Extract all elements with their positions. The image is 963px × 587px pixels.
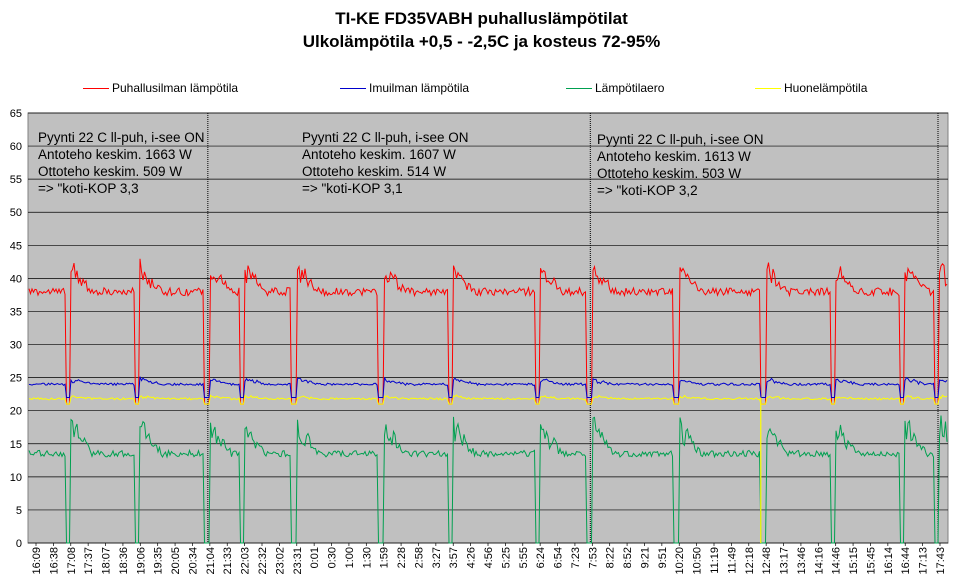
x-tick-29: 6:24	[535, 547, 547, 568]
x-tick-24: 3:57	[448, 547, 460, 568]
x-tick-18: 1:00	[344, 547, 356, 568]
x-tick-36: 9:51	[657, 547, 669, 568]
annotation-2-line-3: => "koti-KOP 3,2	[597, 183, 698, 198]
x-tick-45: 14:16	[813, 547, 825, 575]
x-tick-25: 4:26	[466, 547, 478, 568]
legend-swatch-0	[83, 87, 109, 89]
plot-background	[27, 112, 949, 544]
annotation-0-line-0: Pyynti 22 C ll-puh, i-see ON	[38, 130, 205, 145]
x-tick-23: 3:27	[431, 547, 443, 568]
x-tick-49: 16:14	[883, 547, 895, 575]
x-tick-14: 23:02	[274, 547, 286, 575]
y-tick-11: 55	[10, 174, 22, 186]
legend-item-1: Imuilman lämpötila	[340, 81, 469, 95]
y-tick-12: 60	[10, 141, 22, 153]
x-tick-52: 17:43	[935, 547, 947, 575]
y-tick-13: 65	[10, 108, 22, 120]
y-tick-6: 30	[10, 340, 22, 352]
y-tick-4: 20	[10, 406, 22, 418]
annotation-1-line-1: Antoteho keskim. 1607 W	[302, 147, 456, 162]
x-tick-7: 19:35	[153, 547, 165, 575]
annotation-2-line-2: Ottoteho keskim. 503 W	[597, 166, 741, 181]
x-tick-44: 13:46	[796, 547, 808, 575]
x-tick-6: 19:06	[135, 547, 147, 575]
x-tick-27: 5:25	[500, 547, 512, 568]
annotation-2-line-1: Antoteho keskim. 1613 W	[597, 149, 751, 164]
x-tick-3: 17:37	[83, 547, 95, 575]
x-tick-10: 21:04	[205, 547, 217, 575]
x-tick-39: 11:19	[709, 547, 721, 574]
x-tick-33: 8:22	[605, 547, 617, 568]
legend-label-2: Lämpötilaero	[595, 81, 665, 95]
x-tick-30: 6:54	[553, 547, 565, 568]
x-tick-5: 18:36	[118, 547, 130, 575]
annotation-1-line-2: Ottoteho keskim. 514 W	[302, 164, 446, 179]
x-tick-38: 10:50	[692, 547, 704, 575]
annotation-0-line-2: Ottoteho keskim. 509 W	[38, 164, 182, 179]
x-tick-46: 14:46	[831, 547, 843, 575]
x-tick-34: 8:52	[622, 547, 634, 568]
annotation-0-line-1: Antoteho keskim. 1663 W	[38, 147, 192, 162]
y-tick-9: 45	[10, 240, 22, 252]
x-tick-15: 23:31	[292, 547, 304, 575]
annotation-2-line-0: Pyynti 22 C ll-puh, i-see ON	[597, 132, 764, 147]
series-line-2	[28, 415, 948, 544]
annotation-1-line-0: Pyynti 22 C ll-puh, i-see ON	[302, 130, 469, 145]
y-tick-1: 5	[16, 505, 22, 517]
x-tick-22: 2:58	[413, 547, 425, 568]
chart-title: TI-KE FD35VABH puhalluslämpötilat	[335, 9, 628, 28]
x-tick-31: 7:23	[570, 547, 582, 568]
y-tick-3: 15	[10, 439, 22, 451]
x-tick-42: 12:48	[761, 547, 773, 575]
series-line-3	[28, 394, 948, 405]
legend-item-2: Lämpötilaero	[566, 81, 664, 95]
x-tick-11: 21:33	[222, 547, 234, 575]
x-tick-47: 15:15	[848, 547, 860, 575]
x-tick-51: 17:13	[918, 547, 930, 575]
legend-label-3: Huonelämpötila	[784, 81, 868, 95]
x-tick-21: 2:28	[396, 547, 408, 568]
series-line-1	[28, 376, 948, 398]
x-tick-12: 22:03	[240, 547, 252, 575]
x-tick-4: 18:07	[101, 547, 113, 575]
x-tick-40: 11:49	[726, 547, 738, 574]
y-tick-2: 10	[10, 472, 22, 484]
x-tick-48: 15:45	[865, 547, 877, 575]
x-tick-13: 22:32	[257, 547, 269, 575]
legend-label-1: Imuilman lämpötila	[369, 81, 470, 95]
y-tick-7: 35	[10, 306, 22, 318]
y-tick-10: 50	[10, 207, 22, 219]
x-tick-35: 9:21	[639, 547, 651, 568]
legend-item-3: Huonelämpötila	[755, 81, 867, 95]
legend-swatch-2	[566, 87, 592, 89]
x-tick-32: 7:53	[587, 547, 599, 568]
x-tick-16: 0:01	[309, 547, 321, 568]
x-tick-9: 20:34	[187, 547, 199, 575]
x-tick-8: 20:05	[170, 547, 182, 575]
x-tick-26: 4:56	[483, 547, 495, 568]
x-tick-0: 16:09	[31, 547, 43, 575]
x-tick-41: 12:18	[744, 547, 756, 575]
x-tick-43: 13:17	[779, 547, 791, 575]
x-tick-28: 5:55	[518, 547, 530, 568]
y-tick-5: 25	[10, 373, 22, 385]
x-tick-50: 16:44	[900, 547, 912, 575]
x-tick-1: 16:38	[48, 547, 60, 575]
annotation-1-line-3: => "koti-KOP 3,1	[302, 181, 403, 196]
chart-subtitle: Ulkolämpötila +0,5 - -2,5C ja kosteus 72…	[302, 32, 661, 51]
legend-swatch-1	[340, 87, 366, 89]
legend-label-0: Puhallusilman lämpötila	[112, 81, 239, 95]
annotation-0-line-3: => "koti-KOP 3,3	[38, 181, 139, 196]
series-line-0	[28, 258, 948, 405]
x-tick-37: 10:20	[674, 547, 686, 575]
x-tick-2: 17:08	[66, 547, 78, 575]
y-tick-0: 0	[16, 538, 22, 550]
x-tick-20: 1:59	[379, 547, 391, 568]
y-tick-8: 40	[10, 273, 22, 285]
x-tick-19: 1:30	[361, 547, 373, 568]
legend-item-0: Puhallusilman lämpötila	[83, 81, 238, 95]
x-tick-17: 0:30	[327, 547, 339, 568]
legend-swatch-3	[755, 87, 781, 89]
